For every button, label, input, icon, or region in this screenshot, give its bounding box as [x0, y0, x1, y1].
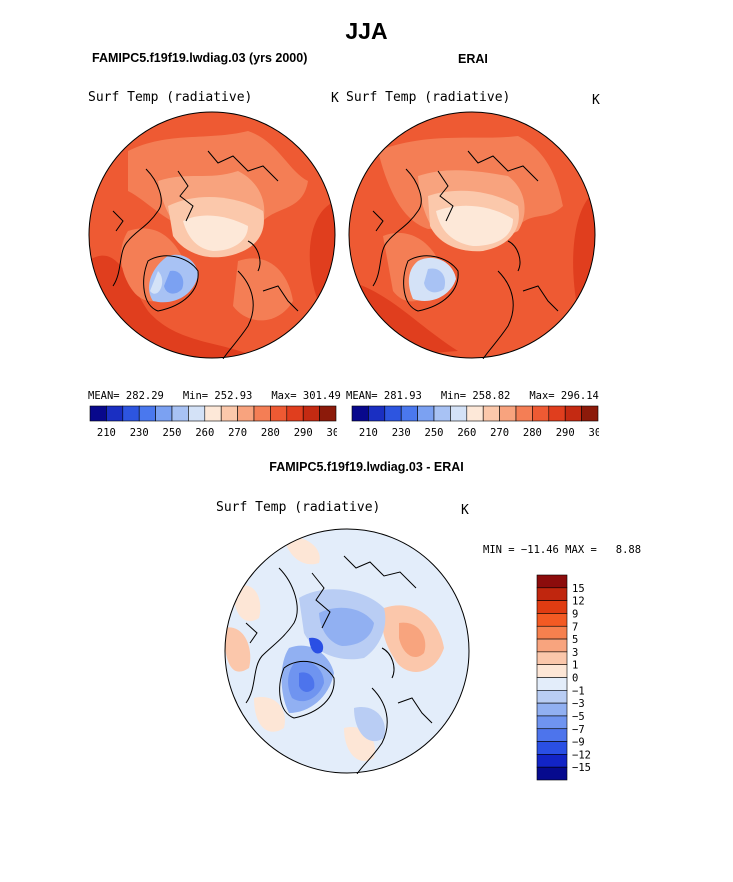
- colorbar-model-swatch: [220, 405, 238, 422]
- colorbar-difference-swatch: [536, 677, 568, 691]
- colorbar-erai-swatch: [482, 405, 500, 422]
- colorbar-model-swatch: [270, 405, 288, 422]
- colorbar-model-tick-label: 230: [130, 427, 149, 439]
- colorbar-difference-swatch: [536, 766, 568, 781]
- colorbar-model-tick-label: 280: [261, 427, 280, 439]
- colorbar-model-swatch: [106, 405, 124, 422]
- colorbar-difference-tick-label: 9: [572, 608, 578, 620]
- colorbar-difference-swatch: [536, 600, 568, 614]
- colorbar-erai-swatch: [564, 405, 582, 422]
- colorbar-erai-tick-label: 280: [523, 427, 542, 439]
- colorbar-difference-tick-label: −12: [572, 749, 591, 761]
- colorbar-model-swatch: [204, 405, 222, 422]
- colorbar-model-tick-label: 290: [294, 427, 313, 439]
- colorbar-difference-swatch: [536, 587, 568, 601]
- colorbar-erai-swatch: [368, 405, 386, 422]
- colorbar-model-swatch: [237, 405, 255, 422]
- colorbar-difference-tick-label: −15: [572, 762, 591, 774]
- diff-title: FAMIPC5.f19f19.lwdiag.03 - ERAI: [269, 460, 464, 474]
- colorbar-difference-swatch: [536, 690, 568, 704]
- panel-2-variable: Surf Temp (radiative): [346, 90, 511, 105]
- colorbar-difference-tick-label: 0: [572, 673, 578, 685]
- colorbar-model-tick-label: 210: [97, 427, 116, 439]
- colorbar-difference-tick-label: 5: [572, 634, 578, 646]
- panel-1-stats: MEAN= 282.29 Min= 252.93 Max= 301.49: [88, 390, 341, 402]
- season-title: JJA: [345, 18, 388, 44]
- colorbar-model-swatch: [171, 405, 189, 422]
- colorbar-model-swatch: [302, 405, 320, 422]
- colorbar-difference-tick-label: 3: [572, 647, 578, 659]
- colorbar-model-swatch: [138, 405, 156, 422]
- colorbar-difference-tick-label: −5: [572, 711, 585, 723]
- diff-units: K: [461, 503, 469, 518]
- colorbar-difference-swatch: [536, 574, 568, 589]
- map-difference-surface-temp: [224, 528, 470, 774]
- colorbar-difference-tick-label: 15: [572, 583, 585, 595]
- colorbar-difference-swatch: [536, 754, 568, 768]
- colorbar-model-swatch: [155, 405, 173, 422]
- colorbar-model-swatch: [286, 405, 304, 422]
- colorbar-difference-tick-label: −3: [572, 698, 585, 710]
- colorbar-difference-swatch: [536, 625, 568, 640]
- map-model-surface-temp: [88, 111, 336, 359]
- colorbar-erai: 210 230 250 260 270 280 290 300: [351, 405, 599, 439]
- panel-2-stats: MEAN= 281.93 Min= 258.82 Max= 296.14: [346, 390, 599, 402]
- colorbar-erai-tick-label: 260: [457, 427, 476, 439]
- colorbar-erai-tick-label: 270: [490, 427, 509, 439]
- map-erai-surface-temp: [348, 111, 596, 359]
- colorbar-difference-swatch: [536, 613, 568, 627]
- colorbar-difference-swatch: [536, 702, 568, 717]
- colorbar-model-swatch: [122, 405, 140, 422]
- colorbar-erai-swatch: [532, 405, 550, 422]
- colorbar-difference-swatch: [536, 715, 568, 730]
- colorbar-erai-swatch: [581, 405, 599, 422]
- colorbar-difference-tick-label: −9: [572, 737, 585, 749]
- colorbar-model-tick-label: 260: [195, 427, 214, 439]
- panel-1-title: FAMIPC5.f19f19.lwdiag.03 (yrs 2000): [92, 51, 308, 65]
- colorbar-erai-tick-label: 250: [425, 427, 444, 439]
- colorbar-difference-swatch: [536, 664, 568, 678]
- colorbar-erai-swatch: [548, 405, 566, 422]
- colorbar-erai-swatch: [400, 405, 418, 422]
- colorbar-erai-tick-label: 230: [392, 427, 411, 439]
- colorbar-erai-swatch: [384, 405, 402, 422]
- colorbar-model: 210 230 250 260 270 280 290 300: [89, 405, 337, 439]
- colorbar-model-swatch: [188, 405, 206, 422]
- panel-2-units: K: [592, 93, 600, 108]
- colorbar-model-swatch: [319, 405, 337, 422]
- colorbar-erai-swatch: [515, 405, 533, 422]
- colorbar-model-tick-label: 270: [228, 427, 247, 439]
- colorbar-difference-tick-label: 7: [572, 621, 578, 633]
- colorbar-erai-tick-label: 290: [556, 427, 575, 439]
- colorbar-difference-tick-label: 1: [572, 660, 578, 672]
- colorbar-model-swatch: [89, 405, 107, 422]
- colorbar-difference-swatch: [536, 741, 568, 755]
- colorbar-erai-swatch: [351, 405, 369, 422]
- colorbar-erai-swatch: [433, 405, 451, 422]
- colorbar-difference-swatch: [536, 651, 568, 665]
- colorbar-erai-swatch: [417, 405, 435, 422]
- colorbar-model-swatch: [253, 405, 271, 422]
- panel-1-units: K: [331, 91, 339, 106]
- colorbar-erai-tick-label: 210: [359, 427, 378, 439]
- colorbar-difference-tick-label: −7: [572, 724, 585, 736]
- panel-2-title: ERAI: [458, 52, 488, 66]
- colorbar-erai-swatch: [499, 405, 517, 422]
- colorbar-erai-tick-label: 300: [589, 427, 599, 439]
- colorbar-difference-swatch: [536, 728, 568, 742]
- colorbar-difference-tick-label: 12: [572, 596, 585, 608]
- diff-variable: Surf Temp (radiative): [216, 500, 381, 515]
- colorbar-model-tick-label: 300: [327, 427, 337, 439]
- diff-minmax: MIN = −11.46 MAX = 8.88: [483, 544, 642, 556]
- colorbar-erai-swatch: [450, 405, 468, 422]
- colorbar-difference-tick-label: −1: [572, 685, 585, 697]
- colorbar-model-tick-label: 250: [163, 427, 182, 439]
- colorbar-difference-swatch: [536, 638, 568, 653]
- colorbar-erai-swatch: [466, 405, 484, 422]
- panel-1-variable: Surf Temp (radiative): [88, 90, 253, 105]
